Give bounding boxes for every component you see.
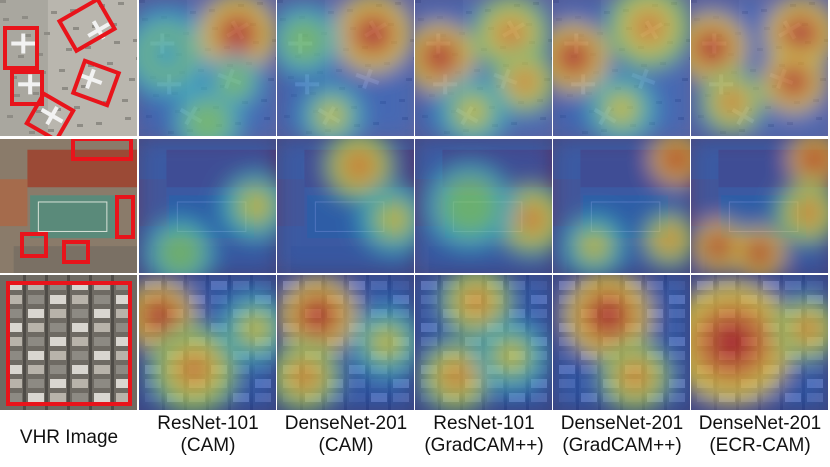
caption-row: VHR Image ResNet-101 (CAM) DenseNet-201 … xyxy=(0,413,830,467)
heatmap-resnet-gradcampp-school xyxy=(415,139,552,273)
heatmap-densenet-gradcampp-airport xyxy=(553,0,690,136)
heatmap-resnet-gradcampp-residential xyxy=(415,275,552,410)
bounding-box-airport-2 xyxy=(3,26,39,70)
heatmap-resnet-cam-residential xyxy=(139,275,276,410)
heatmap-densenet-cam-school xyxy=(277,139,414,273)
bounding-box-school-3 xyxy=(20,232,48,258)
vhr-image-residential xyxy=(0,275,137,410)
figure-grid xyxy=(0,0,828,410)
heatmap-densenet-ecrcam-residential xyxy=(691,275,828,410)
heatmap-densenet-cam-residential xyxy=(277,275,414,410)
heatmap-resnet-gradcampp-airport xyxy=(415,0,552,136)
heatmap-densenet-cam-airport xyxy=(277,0,414,136)
vhr-image-school xyxy=(0,139,137,273)
heatmap-densenet-ecrcam-school xyxy=(691,139,828,273)
heatmap-resnet-cam-school xyxy=(139,139,276,273)
bounding-box-school-2 xyxy=(115,195,135,239)
bounding-box-airport-3 xyxy=(10,70,44,106)
caption-vhr-image: VHR Image xyxy=(19,427,119,448)
bounding-box-airport-4 xyxy=(70,58,122,108)
heatmap-densenet-gradcampp-school xyxy=(553,139,690,273)
bounding-box-airport-1 xyxy=(56,0,118,54)
bounding-box-school-4 xyxy=(62,240,90,264)
heatmap-densenet-ecrcam-airport xyxy=(691,0,828,136)
caption-densenet-gradcampp: DenseNet-201 (GradCAM++) xyxy=(560,413,684,456)
heatmap-resnet-cam-airport xyxy=(139,0,276,136)
bounding-box-residential-1 xyxy=(6,281,132,406)
vhr-image-airport xyxy=(0,0,137,136)
caption-densenet-cam: DenseNet-201 (CAM) xyxy=(284,413,408,456)
bounding-box-school-1 xyxy=(71,139,133,161)
heatmap-densenet-gradcampp-residential xyxy=(553,275,690,410)
bounding-box-airport-5 xyxy=(24,91,76,136)
caption-densenet-ecrcam: DenseNet-201 (ECR-CAM) xyxy=(698,413,822,456)
caption-resnet-gradcampp: ResNet-101 (GradCAM++) xyxy=(424,413,544,456)
caption-resnet-cam: ResNet-101 (CAM) xyxy=(157,413,259,456)
